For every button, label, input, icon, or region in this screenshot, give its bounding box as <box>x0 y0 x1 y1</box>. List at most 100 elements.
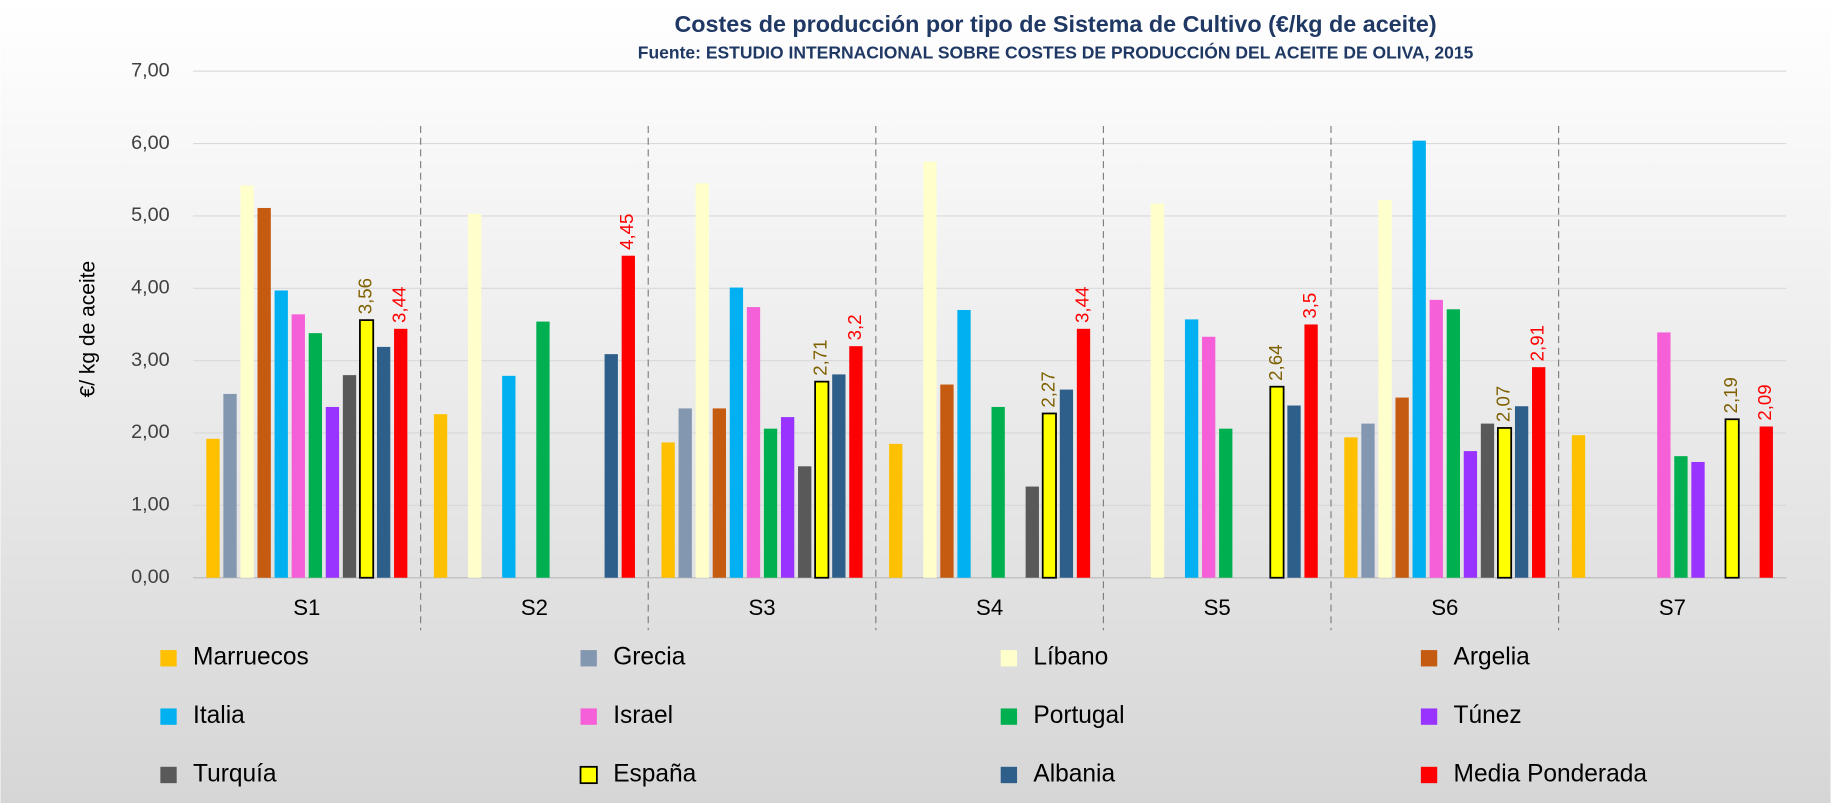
y-tick-label: 0,00 <box>131 566 170 588</box>
bar <box>661 442 675 578</box>
bar <box>1076 328 1091 578</box>
bar <box>1269 385 1285 579</box>
y-tick-label: 7,00 <box>131 59 170 81</box>
bar <box>889 443 903 578</box>
legend-label: Israel <box>613 702 673 729</box>
bar <box>1674 456 1688 578</box>
x-tick-label: S4 <box>976 595 1003 620</box>
bar <box>359 319 375 579</box>
data-label: 2,19 <box>1720 377 1741 413</box>
bar <box>1657 332 1671 578</box>
bar <box>1571 435 1586 578</box>
bar <box>991 406 1005 578</box>
legend-label: Argelia <box>1454 644 1531 671</box>
bar <box>814 380 830 579</box>
legend-swatch <box>1000 708 1018 725</box>
x-tick-label: S1 <box>293 595 320 620</box>
y-axis-label: €/ kg de aceite <box>77 261 100 398</box>
bar <box>1497 427 1513 579</box>
data-label: 4,45 <box>616 214 637 250</box>
bar <box>1429 299 1443 578</box>
legend-label: Turquía <box>193 760 277 787</box>
legend-swatch <box>579 765 598 785</box>
legend-swatch <box>160 708 177 725</box>
bar <box>678 408 692 578</box>
bar <box>832 374 846 578</box>
bar <box>274 290 288 578</box>
bar <box>1287 405 1301 578</box>
y-tick-label: 2,00 <box>131 421 170 443</box>
legend-swatch <box>1420 766 1438 784</box>
bar <box>1059 389 1074 578</box>
bar <box>502 375 516 578</box>
bar <box>376 346 391 578</box>
legend-label: Túnez <box>1454 702 1522 729</box>
legend-label: Líbano <box>1033 644 1108 671</box>
legend-label: Italia <box>193 702 245 729</box>
bar <box>780 417 795 578</box>
bar <box>468 213 482 578</box>
bar <box>1184 319 1199 578</box>
bar <box>1395 397 1409 578</box>
bar <box>1480 423 1495 578</box>
data-label: 3,44 <box>389 287 410 323</box>
x-tick-label: S6 <box>1431 595 1458 620</box>
bar <box>240 185 254 578</box>
bar <box>746 307 761 578</box>
bar <box>1025 486 1039 578</box>
bar <box>1344 437 1358 578</box>
bar <box>223 393 237 578</box>
legend-label: Portugal <box>1033 702 1124 729</box>
y-tick-label: 3,00 <box>131 349 170 371</box>
bar <box>1759 426 1773 578</box>
bar <box>308 333 323 578</box>
bar <box>1412 140 1426 578</box>
bar <box>729 287 744 578</box>
legend-label: Albania <box>1033 760 1115 787</box>
data-label: 2,64 <box>1265 345 1286 381</box>
legend-swatch <box>1420 708 1438 725</box>
legend-swatch <box>1000 650 1018 667</box>
bar <box>1378 200 1392 578</box>
bar <box>621 255 635 578</box>
data-label: 2,07 <box>1492 386 1513 422</box>
data-label: 3,5 <box>1299 293 1320 319</box>
legend-label: Grecia <box>613 644 686 671</box>
y-tick-label: 5,00 <box>131 204 170 226</box>
bar <box>342 375 357 578</box>
x-tick-label: S5 <box>1204 595 1231 620</box>
data-label: 3,44 <box>1071 287 1092 323</box>
bar <box>433 414 448 578</box>
data-label: 3,2 <box>844 314 865 340</box>
legend-swatch <box>580 650 597 667</box>
bar <box>1514 406 1529 578</box>
data-label: 2,27 <box>1037 371 1058 407</box>
legend-label: España <box>613 760 696 787</box>
y-tick-label: 4,00 <box>131 277 170 299</box>
bar <box>1446 309 1460 578</box>
x-tick-label: S7 <box>1659 595 1686 620</box>
bar <box>763 428 778 578</box>
legend-swatch <box>160 650 177 667</box>
data-label: 3,56 <box>355 278 376 314</box>
bar <box>394 328 408 578</box>
legend-swatch <box>580 708 597 725</box>
bar <box>536 321 550 578</box>
bar <box>940 384 954 578</box>
bar <box>1532 367 1546 578</box>
chart-subtitle: Fuente: ESTUDIO INTERNACIONAL SOBRE COST… <box>638 41 1474 62</box>
x-tick-label: S2 <box>521 595 548 620</box>
data-label: 2,91 <box>1527 325 1548 361</box>
legend-label: Media Ponderada <box>1454 760 1648 787</box>
legend-swatch <box>160 766 177 784</box>
legend-label: Marruecos <box>193 644 309 671</box>
data-label: 2,71 <box>810 339 831 375</box>
bar <box>1463 451 1478 578</box>
y-tick-label: 6,00 <box>131 132 170 154</box>
bar <box>849 346 863 578</box>
chart-title: Costes de producción por tipo de Sistema… <box>674 11 1436 37</box>
bar <box>1219 428 1233 578</box>
